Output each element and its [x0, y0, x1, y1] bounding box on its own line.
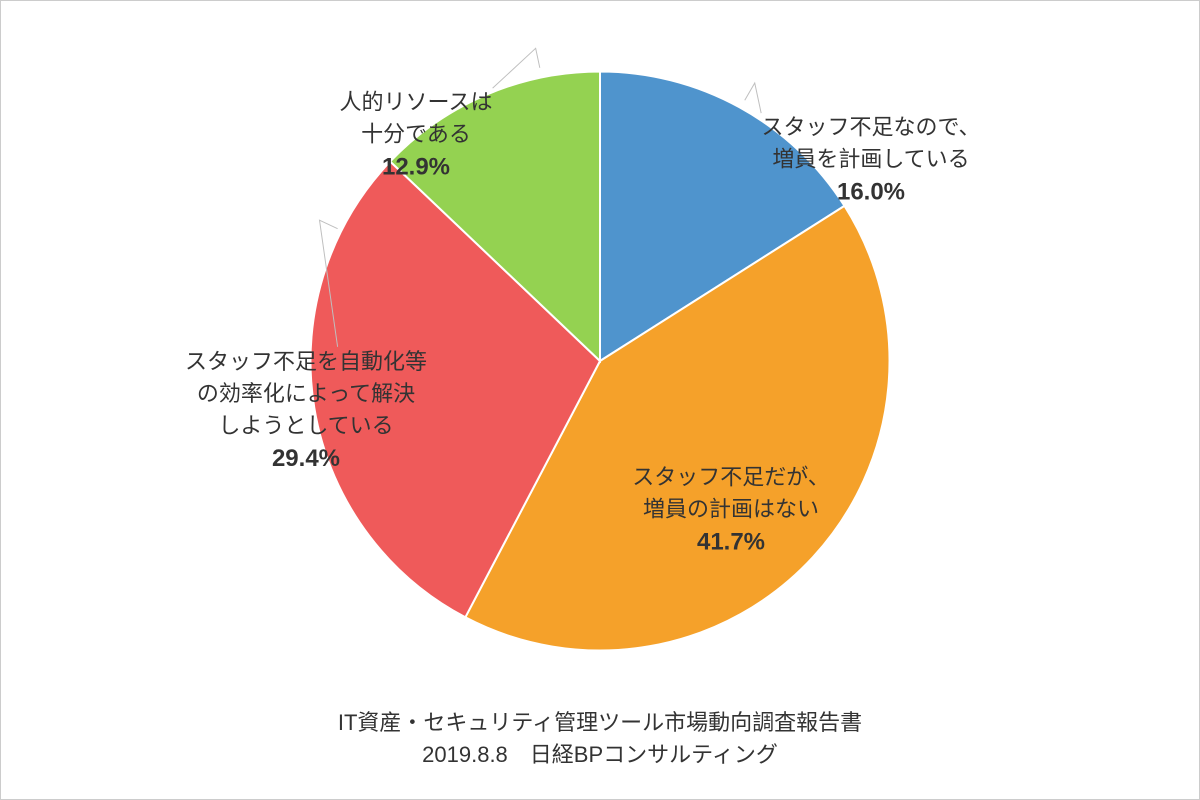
pie-chart-area	[1, 11, 1199, 711]
caption-line: IT資産・セキュリティ管理ツール市場動向調査報告書	[1, 707, 1199, 739]
caption-line: 2019.8.8 日経BPコンサルティング	[1, 739, 1199, 771]
chart-caption: IT資産・セキュリティ管理ツール市場動向調査報告書 2019.8.8 日経BPコ…	[1, 707, 1199, 771]
slice-label-line: の効率化によって解決	[185, 378, 427, 410]
slice-label-plan-hiring: スタッフ不足なので、 増員を計画している 16.0%	[761, 112, 980, 211]
slice-label-line: 増員の計画はない	[632, 494, 830, 526]
slice-label-automation: スタッフ不足を自動化等 の効率化によって解決 しようとしている 29.4%	[185, 346, 427, 476]
slice-label-line: 増員を計画している	[761, 144, 980, 176]
slice-label-line: スタッフ不足なので、	[761, 112, 980, 144]
slice-label-line: スタッフ不足を自動化等	[185, 346, 427, 378]
slice-pct: 41.7%	[632, 525, 830, 560]
chart-frame: スタッフ不足なので、 増員を計画している 16.0% スタッフ不足だが、 増員の…	[0, 0, 1200, 800]
slice-label-no-plan: スタッフ不足だが、 増員の計画はない 41.7%	[632, 462, 830, 561]
slice-label-line: 人的リソースは	[340, 87, 493, 119]
slice-pct: 16.0%	[761, 175, 980, 210]
slice-label-sufficient: 人的リソースは 十分である 12.9%	[340, 87, 493, 186]
slice-pct: 12.9%	[340, 150, 493, 185]
pie-chart	[1, 11, 1199, 711]
label-leader-line	[745, 83, 761, 113]
slice-pct: 29.4%	[185, 441, 427, 476]
slice-label-line: スタッフ不足だが、	[632, 462, 830, 494]
slice-label-line: しようとしている	[185, 410, 427, 442]
slice-label-line: 十分である	[340, 119, 493, 151]
